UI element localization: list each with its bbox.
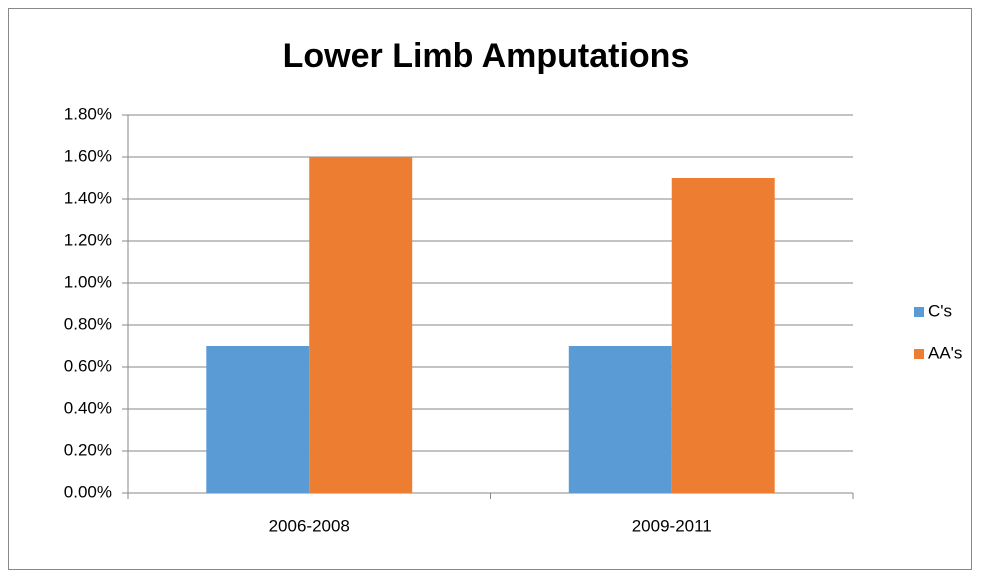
legend-label: C's xyxy=(928,301,952,320)
bar xyxy=(309,157,413,493)
y-tick-label: 0.40% xyxy=(64,398,112,417)
y-tick-label: 0.60% xyxy=(64,356,112,375)
bar xyxy=(671,178,775,493)
y-tick-label: 0.80% xyxy=(64,314,112,333)
y-tick-label: 1.20% xyxy=(64,230,112,249)
y-tick-label: 1.80% xyxy=(64,104,112,123)
x-tick-label: 2009-2011 xyxy=(632,516,712,535)
chart-border xyxy=(8,8,972,570)
y-tick-label: 0.00% xyxy=(64,482,112,501)
y-tick-label: 1.00% xyxy=(64,272,112,291)
y-tick-label: 1.40% xyxy=(64,188,112,207)
chart-title: Lower Limb Amputations xyxy=(283,37,690,75)
legend-swatch xyxy=(914,307,924,317)
legend-swatch xyxy=(914,349,924,359)
bar xyxy=(568,346,672,493)
y-tick-label: 1.60% xyxy=(64,146,112,165)
legend-label: AA's xyxy=(928,343,962,362)
bar xyxy=(206,346,310,493)
x-tick-label: 2006-2008 xyxy=(269,516,350,535)
y-tick-label: 0.20% xyxy=(64,440,112,459)
